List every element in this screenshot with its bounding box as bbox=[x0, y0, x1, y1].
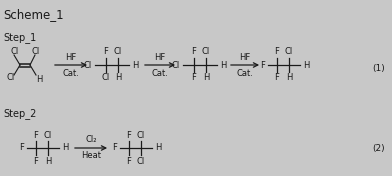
Text: H: H bbox=[45, 156, 51, 165]
Text: H: H bbox=[36, 74, 42, 83]
Text: F: F bbox=[103, 48, 109, 56]
Text: Cl: Cl bbox=[202, 48, 210, 56]
Text: F: F bbox=[127, 130, 131, 140]
Text: Cl: Cl bbox=[285, 48, 293, 56]
Text: Cat.: Cat. bbox=[236, 68, 254, 77]
Text: H: H bbox=[115, 74, 121, 83]
Text: Cat.: Cat. bbox=[63, 68, 80, 77]
Text: F: F bbox=[19, 143, 24, 152]
Text: Cl: Cl bbox=[137, 130, 145, 140]
Text: Cl: Cl bbox=[84, 61, 92, 70]
Text: F: F bbox=[127, 156, 131, 165]
Text: Scheme_1: Scheme_1 bbox=[3, 8, 64, 21]
Text: F: F bbox=[274, 74, 279, 83]
Text: H: H bbox=[203, 74, 209, 83]
Text: F: F bbox=[274, 48, 279, 56]
Text: H: H bbox=[286, 74, 292, 83]
Text: Cl: Cl bbox=[137, 156, 145, 165]
Text: Cl: Cl bbox=[114, 48, 122, 56]
Text: F: F bbox=[34, 156, 38, 165]
Text: Cl: Cl bbox=[172, 61, 180, 70]
Text: H: H bbox=[62, 143, 68, 152]
Text: Step_2: Step_2 bbox=[3, 108, 36, 119]
Text: F: F bbox=[112, 143, 117, 152]
Text: F: F bbox=[192, 48, 196, 56]
Text: HF: HF bbox=[65, 52, 76, 61]
Text: Cl: Cl bbox=[7, 74, 15, 83]
Text: Cl: Cl bbox=[102, 74, 110, 83]
Text: H: H bbox=[220, 61, 226, 70]
Text: Cl: Cl bbox=[11, 48, 19, 56]
Text: (2): (2) bbox=[373, 143, 385, 152]
Text: Cl₂: Cl₂ bbox=[85, 136, 97, 144]
Text: Heat: Heat bbox=[81, 152, 101, 161]
Text: HF: HF bbox=[240, 52, 250, 61]
Text: F: F bbox=[34, 130, 38, 140]
Text: (1): (1) bbox=[373, 64, 385, 73]
Text: HF: HF bbox=[154, 52, 166, 61]
Text: Step_1: Step_1 bbox=[3, 32, 36, 43]
Text: F: F bbox=[192, 74, 196, 83]
Text: H: H bbox=[155, 143, 162, 152]
Text: H: H bbox=[303, 61, 309, 70]
Text: Cl: Cl bbox=[32, 48, 40, 56]
Text: Cl: Cl bbox=[44, 130, 52, 140]
Text: Cat.: Cat. bbox=[152, 68, 169, 77]
Text: F: F bbox=[260, 61, 265, 70]
Text: H: H bbox=[132, 61, 138, 70]
